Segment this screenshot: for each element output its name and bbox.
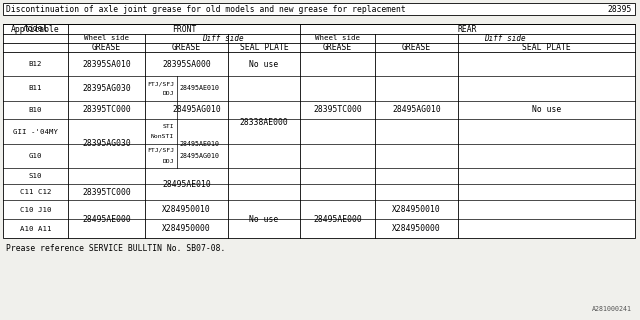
Text: B11: B11 [29, 85, 42, 92]
Text: X284950000: X284950000 [392, 224, 441, 233]
Text: 28495AG010: 28495AG010 [392, 106, 441, 115]
Text: X284950010: X284950010 [392, 205, 441, 214]
Text: FTJ/SFJ: FTJ/SFJ [147, 148, 174, 153]
Text: 28395TC000: 28395TC000 [313, 106, 362, 115]
Text: Diff side: Diff side [484, 34, 526, 43]
Text: 28395TC000: 28395TC000 [82, 188, 131, 197]
Text: Wheel side: Wheel side [315, 36, 360, 42]
Text: 28395AG030: 28395AG030 [82, 139, 131, 148]
Text: SEAL PLATE: SEAL PLATE [239, 43, 289, 52]
Text: 28395TC000: 28395TC000 [82, 106, 131, 115]
Text: A10 A11: A10 A11 [20, 226, 51, 232]
Text: A281000241: A281000241 [592, 306, 632, 312]
Text: model: model [23, 24, 48, 33]
Text: 28495AE000: 28495AE000 [82, 215, 131, 224]
Text: 28395AG030: 28395AG030 [82, 84, 131, 93]
Text: 28338AE000: 28338AE000 [239, 117, 289, 127]
Text: 28395: 28395 [607, 4, 632, 13]
Text: 28495AE000: 28495AE000 [313, 215, 362, 224]
FancyBboxPatch shape [3, 24, 635, 238]
Text: SEAL PLATE: SEAL PLATE [522, 43, 571, 52]
Text: X284950000: X284950000 [162, 224, 211, 233]
Text: 28495AE010: 28495AE010 [162, 180, 211, 188]
Text: No use: No use [250, 215, 278, 224]
FancyBboxPatch shape [3, 3, 635, 15]
Text: 28495AG010: 28495AG010 [179, 153, 219, 159]
Text: C10 J10: C10 J10 [20, 207, 51, 213]
Text: REAR: REAR [458, 25, 477, 34]
Text: Discontinuation of axle joint grease for old models and new grease for replaceme: Discontinuation of axle joint grease for… [6, 4, 406, 13]
Text: 28495AE010: 28495AE010 [179, 141, 219, 147]
Text: GREASE: GREASE [92, 43, 121, 52]
Text: G10: G10 [29, 153, 42, 159]
Text: NonSTI: NonSTI [151, 134, 174, 139]
Text: DDJ: DDJ [163, 91, 174, 96]
Text: 28495AG010: 28495AG010 [172, 106, 221, 115]
Text: GREASE: GREASE [323, 43, 352, 52]
Text: No use: No use [532, 106, 561, 115]
Text: X284950010: X284950010 [162, 205, 211, 214]
Text: Diff side: Diff side [202, 34, 243, 43]
Text: Prease reference SERVICE BULLTIN No. SB07-08.: Prease reference SERVICE BULLTIN No. SB0… [6, 244, 225, 253]
Text: B10: B10 [29, 107, 42, 113]
Text: Wheel side: Wheel side [84, 36, 129, 42]
Text: GII -'04MY: GII -'04MY [13, 129, 58, 134]
Text: FTJ/SFJ: FTJ/SFJ [147, 81, 174, 86]
Text: 28395SA010: 28395SA010 [82, 60, 131, 68]
Text: GREASE: GREASE [172, 43, 201, 52]
Text: Applicable: Applicable [11, 25, 60, 34]
Text: 28395SA000: 28395SA000 [162, 60, 211, 68]
Text: FRONT: FRONT [172, 25, 196, 34]
Text: No use: No use [250, 60, 278, 68]
Text: DDJ: DDJ [163, 159, 174, 164]
Text: GREASE: GREASE [402, 43, 431, 52]
Text: C11 C12: C11 C12 [20, 189, 51, 195]
Text: 28495AE010: 28495AE010 [179, 85, 219, 92]
Text: B12: B12 [29, 61, 42, 67]
Text: S10: S10 [29, 173, 42, 179]
Text: STI: STI [163, 124, 174, 129]
